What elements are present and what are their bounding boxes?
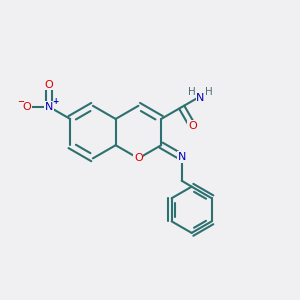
Text: O: O [134, 153, 143, 164]
Text: H: H [205, 87, 213, 97]
Text: −: − [17, 97, 24, 106]
Text: O: O [45, 80, 54, 89]
Text: H: H [188, 87, 196, 97]
Text: N: N [178, 152, 186, 162]
Text: N: N [45, 102, 53, 112]
Text: O: O [188, 121, 197, 131]
Text: N: N [196, 92, 205, 103]
Text: +: + [53, 97, 59, 106]
Text: O: O [22, 102, 31, 112]
